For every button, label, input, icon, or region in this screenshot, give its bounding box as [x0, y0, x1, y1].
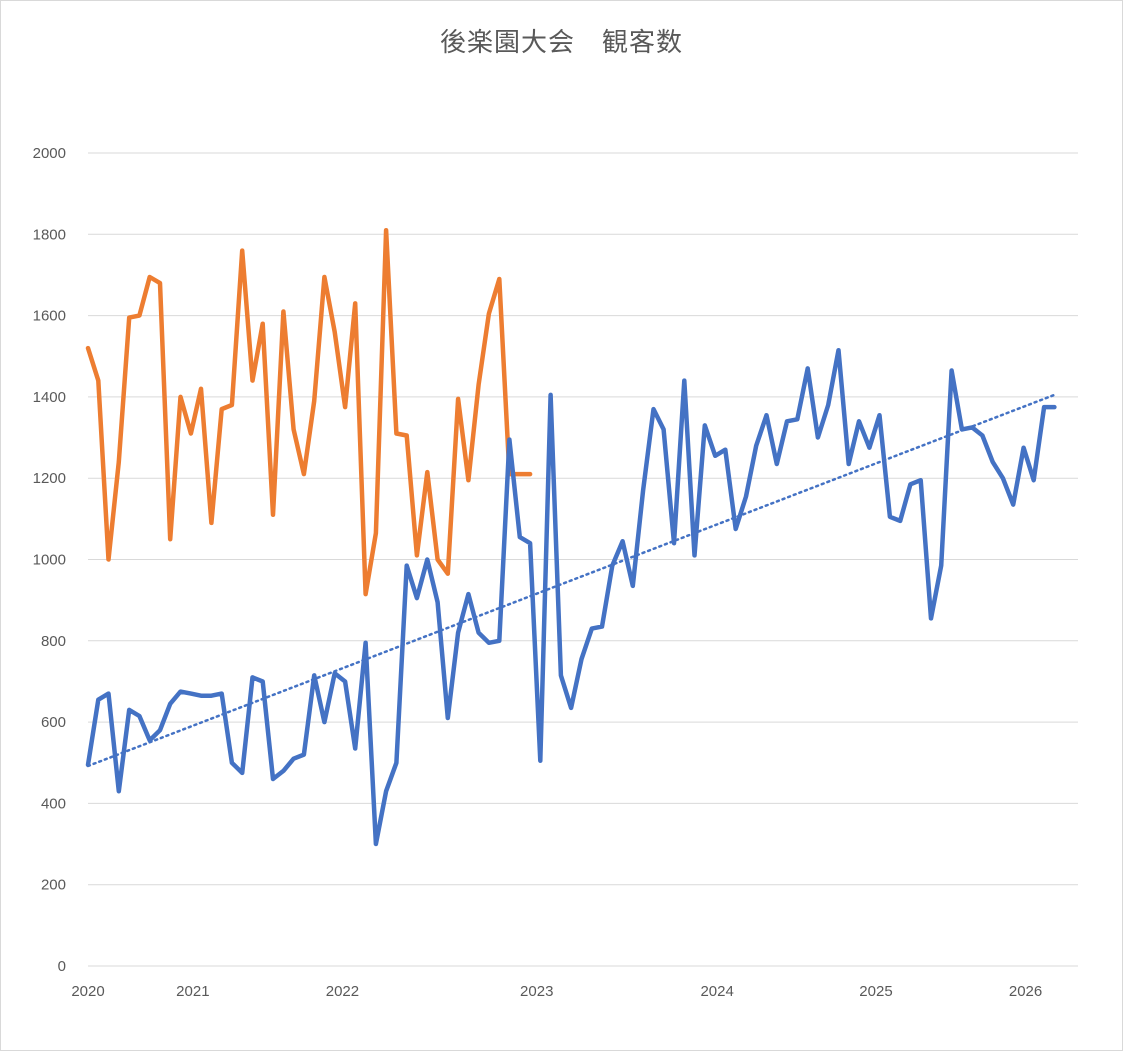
y-tick-label-1800: 1800	[33, 226, 66, 243]
series-lines	[85, 227, 1057, 847]
trendline	[86, 393, 1056, 768]
y-axis-tick-labels: 0 200 400 600 800 1000 1200 1400 1600 1800 2000	[33, 145, 66, 975]
y-tick-label-1400: 1400	[33, 389, 66, 406]
y-tick-label-1000: 1000	[33, 552, 66, 569]
x-tick-label-2021: 2021	[176, 983, 209, 1000]
y-tick-label-600: 600	[41, 714, 66, 731]
x-tick-label-2024: 2024	[700, 983, 733, 1000]
y-tick-label-400: 400	[41, 795, 66, 812]
chart-title: 後楽園大会 観客数	[439, 28, 683, 58]
y-tick-label-0: 0	[58, 958, 66, 975]
y-tick-label-800: 800	[41, 633, 66, 650]
series-line-blue	[85, 347, 1057, 847]
x-tick-label-2026: 2026	[1009, 983, 1042, 1000]
x-tick-label-2023: 2023	[520, 983, 553, 1000]
x-tick-label-2025: 2025	[859, 983, 892, 1000]
gridlines	[88, 152, 1078, 967]
trendline-blue	[86, 393, 1056, 768]
y-tick-label-1600: 1600	[33, 308, 66, 325]
y-tick-label-200: 200	[41, 877, 66, 894]
series-line-orange	[85, 227, 533, 597]
x-axis-tick-labels: 2020 2021 2022 2023 2024 2025 2026	[71, 983, 1042, 1000]
y-tick-label-2000: 2000	[33, 145, 66, 162]
x-tick-label-2020: 2020	[71, 983, 104, 1000]
x-tick-label-2022: 2022	[326, 983, 359, 1000]
y-tick-label-1200: 1200	[33, 470, 66, 487]
